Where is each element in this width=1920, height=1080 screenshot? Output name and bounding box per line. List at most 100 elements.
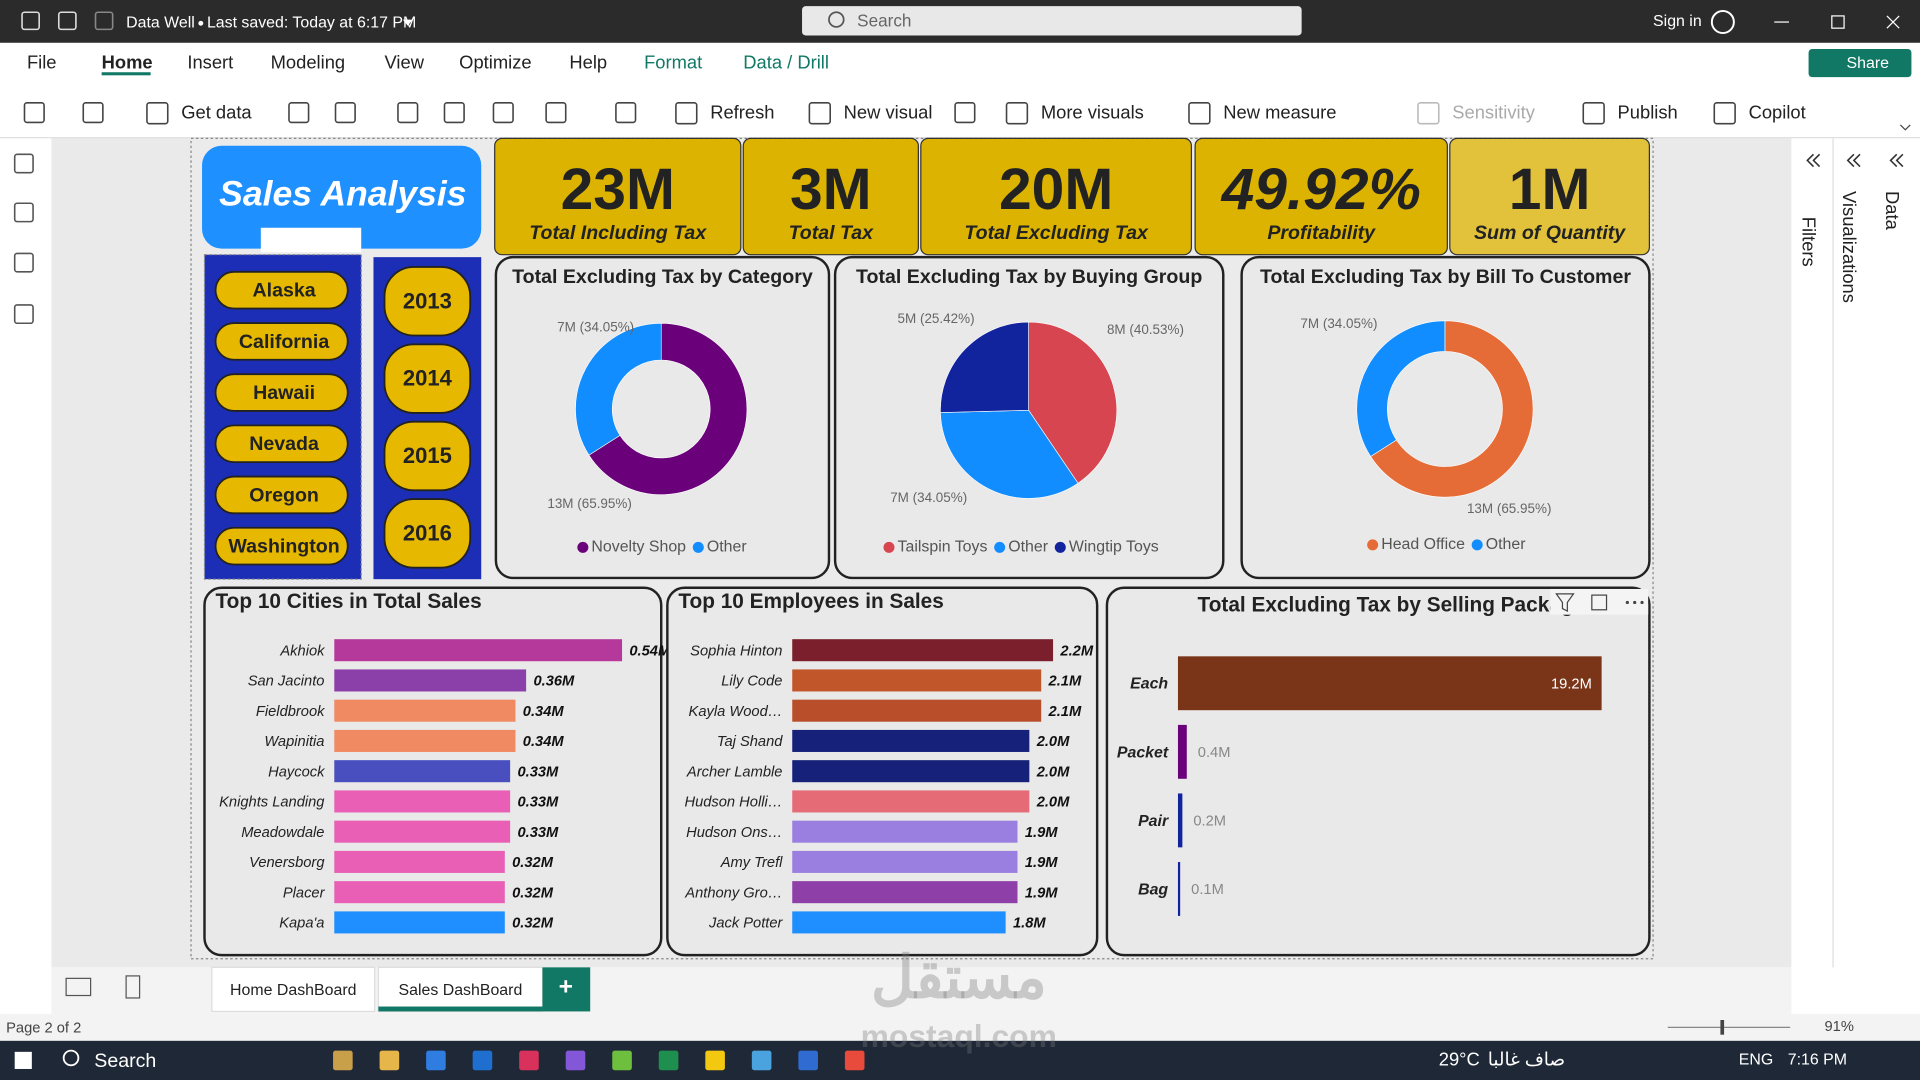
- slice[interactable]: [1370, 320, 1534, 498]
- menu-tab[interactable]: Data / Drill: [743, 52, 829, 73]
- slice[interactable]: [1028, 321, 1118, 484]
- slicer-item-label[interactable]: Washington: [228, 536, 339, 558]
- slicer-item-label[interactable]: Alaska: [253, 280, 317, 302]
- bar[interactable]: [792, 911, 1006, 934]
- slicer-item[interactable]: [383, 420, 472, 492]
- slice[interactable]: [940, 321, 1029, 413]
- app-icon[interactable]: [612, 1050, 632, 1071]
- ribbon-button[interactable]: New visual: [844, 102, 933, 123]
- bar[interactable]: [1177, 656, 1602, 711]
- app-icon[interactable]: [705, 1050, 725, 1071]
- app-icon[interactable]: [333, 1050, 353, 1071]
- bar[interactable]: [792, 639, 1054, 662]
- slicer-item-label[interactable]: Nevada: [249, 433, 320, 455]
- ribbon-button[interactable]: Sensitivity: [1452, 102, 1535, 123]
- page-tab-label[interactable]: Home DashBoard: [230, 982, 356, 999]
- app-icon[interactable]: [798, 1050, 818, 1071]
- share-button[interactable]: [1808, 48, 1912, 78]
- menu-tab[interactable]: Home: [102, 52, 153, 73]
- slicer-item-label[interactable]: Hawaii: [253, 382, 315, 404]
- bar[interactable]: [334, 881, 505, 904]
- slicer-item[interactable]: [214, 270, 349, 310]
- legend-entry[interactable]: Other: [1008, 539, 1048, 556]
- bar[interactable]: [1177, 724, 1187, 779]
- share-label[interactable]: Share: [1847, 55, 1890, 72]
- app-icon[interactable]: [426, 1050, 446, 1071]
- slicer-item[interactable]: [214, 475, 349, 515]
- app-icon[interactable]: [472, 1050, 493, 1071]
- pane-title[interactable]: Data: [1882, 191, 1903, 231]
- ribbon-button[interactable]: Copilot: [1749, 102, 1806, 123]
- taskbar-search[interactable]: Search: [94, 1050, 156, 1072]
- slicer-item[interactable]: [214, 424, 349, 464]
- ribbon-button[interactable]: Get data: [181, 102, 252, 123]
- app-icon[interactable]: [565, 1050, 586, 1071]
- slice[interactable]: [575, 322, 662, 456]
- slicer-item-label[interactable]: 2013: [403, 288, 452, 313]
- bar[interactable]: [792, 850, 1018, 873]
- app-icon[interactable]: [658, 1050, 679, 1071]
- slicer-item[interactable]: [214, 322, 349, 361]
- pane-title[interactable]: Filters: [1799, 217, 1820, 267]
- slice[interactable]: [588, 322, 748, 495]
- slicer-item[interactable]: [383, 498, 472, 569]
- slicer-item[interactable]: [214, 373, 349, 412]
- pane-title[interactable]: Visualizations: [1839, 191, 1860, 303]
- slicer-item-label[interactable]: California: [239, 331, 330, 353]
- bar[interactable]: [792, 790, 1030, 813]
- ribbon-button[interactable]: Publish: [1618, 102, 1678, 123]
- page-tab[interactable]: [211, 966, 376, 1013]
- sign-in[interactable]: Sign in: [1653, 13, 1702, 30]
- app-icon[interactable]: [379, 1050, 400, 1071]
- bar[interactable]: [792, 820, 1018, 843]
- page-tab[interactable]: [377, 966, 544, 1013]
- menu-tab[interactable]: Insert: [187, 52, 233, 73]
- bar[interactable]: [334, 669, 527, 692]
- bar[interactable]: [334, 820, 511, 843]
- menu-tab[interactable]: View: [384, 52, 424, 73]
- bar[interactable]: [792, 699, 1042, 722]
- slicer-item[interactable]: [383, 266, 472, 337]
- slicer-item[interactable]: [214, 526, 349, 566]
- slicer-item-label[interactable]: 2015: [403, 443, 452, 468]
- bar[interactable]: [334, 729, 516, 752]
- add-page-label[interactable]: +: [559, 974, 573, 1001]
- ribbon-button[interactable]: New measure: [1223, 102, 1336, 123]
- app-icon[interactable]: [519, 1050, 539, 1071]
- ribbon-button[interactable]: More visuals: [1041, 102, 1144, 123]
- bar[interactable]: [792, 881, 1018, 904]
- search-box[interactable]: [802, 6, 1302, 36]
- menu-tab[interactable]: Help: [569, 52, 607, 73]
- bar[interactable]: [334, 850, 505, 873]
- legend-entry[interactable]: Other: [1486, 536, 1526, 553]
- menu-tab[interactable]: File: [27, 52, 57, 73]
- page-tab-label[interactable]: Sales DashBoard: [399, 982, 523, 999]
- slicer-item-label[interactable]: 2016: [403, 520, 452, 545]
- bar[interactable]: [334, 760, 511, 783]
- app-icon[interactable]: [751, 1050, 772, 1071]
- menu-tab[interactable]: Format: [644, 52, 702, 73]
- slice[interactable]: [1356, 320, 1446, 457]
- app-icon[interactable]: [844, 1050, 865, 1071]
- bar[interactable]: [1177, 793, 1183, 848]
- bar[interactable]: [334, 790, 511, 813]
- slicer-item-label[interactable]: Oregon: [249, 484, 319, 506]
- legend-entry[interactable]: Wingtip Toys: [1069, 539, 1159, 556]
- legend-entry[interactable]: Head Office: [1381, 536, 1465, 553]
- bar[interactable]: [792, 729, 1030, 752]
- slice[interactable]: [940, 409, 1079, 499]
- bar[interactable]: [792, 669, 1042, 692]
- bar[interactable]: [792, 760, 1030, 783]
- menu-tab[interactable]: Modeling: [271, 52, 346, 73]
- add-page[interactable]: [542, 967, 591, 1012]
- legend-entry[interactable]: Other: [707, 539, 747, 556]
- legend-entry[interactable]: Tailspin Toys: [898, 539, 988, 556]
- bar[interactable]: [334, 639, 623, 662]
- ribbon-button[interactable]: Refresh: [710, 102, 774, 123]
- bar[interactable]: [1177, 862, 1181, 916]
- slicer-item-label[interactable]: 2014: [403, 366, 453, 391]
- menu-tab[interactable]: Optimize: [459, 52, 531, 73]
- legend-entry[interactable]: Novelty Shop: [591, 539, 686, 556]
- slicer-item[interactable]: [383, 343, 472, 414]
- bar[interactable]: [334, 699, 516, 722]
